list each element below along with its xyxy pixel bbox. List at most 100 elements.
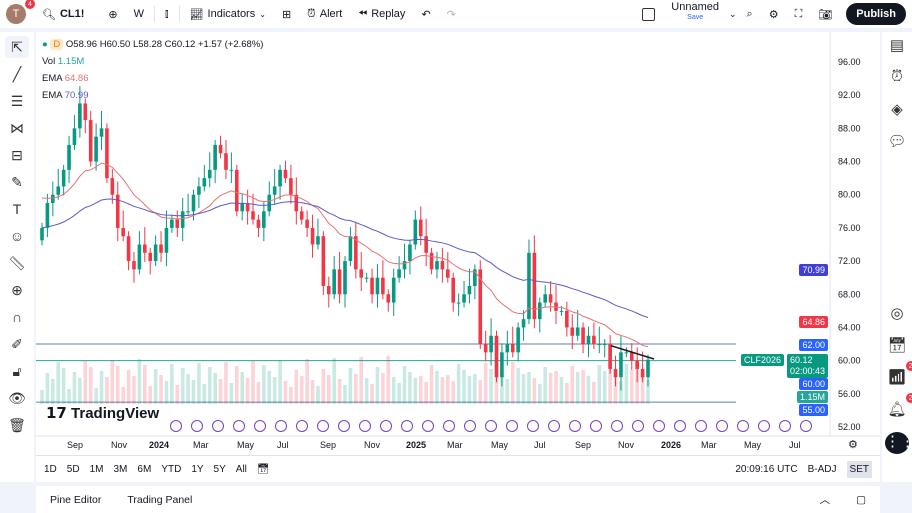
ruler-icon[interactable]: 📏︎	[8, 254, 26, 271]
range-5y[interactable]: 5Y	[213, 463, 226, 475]
alerts-clock-icon[interactable]: ⏰︎	[891, 68, 903, 85]
axis-settings-icon[interactable]: ⚙	[848, 439, 858, 451]
trading-panel-tab[interactable]: Trading Panel	[127, 493, 193, 506]
volume-bar	[516, 368, 520, 404]
bar-countdown: 02:00:43	[789, 366, 825, 376]
brush-icon[interactable]: ✎	[11, 173, 23, 190]
notification-badge: 4	[25, 0, 35, 9]
snapshot-button[interactable]: 📷︎	[818, 8, 833, 21]
volume-bar	[446, 375, 450, 404]
range-6m[interactable]: 6M	[137, 463, 152, 475]
redo-button[interactable]: ↷	[446, 8, 456, 21]
apps-icon[interactable]: ⋮⋮	[885, 432, 912, 454]
line-60-label: 60.00	[799, 378, 828, 390]
candle-body	[510, 344, 515, 353]
replay-button[interactable]: ⏪︎ Replay	[352, 2, 411, 26]
fullscreen-button[interactable]: ⛶	[794, 7, 803, 20]
earnings-marker-icon	[653, 420, 665, 432]
price-chart[interactable]: 96.00 92.00 88.00 84.00 80.00 76.00 72.00 68.00…	[36, 32, 880, 456]
volume-bar	[213, 373, 217, 404]
volume-bar	[126, 370, 131, 404]
feed-icon[interactable]: 📶︎ 2	[887, 361, 912, 390]
layers-icon[interactable]: ◈	[891, 101, 903, 118]
pattern-icon[interactable]: ⋈	[10, 119, 24, 136]
volume-bar	[635, 368, 639, 404]
adjust-button[interactable]: B-ADJ	[807, 463, 837, 475]
range-1y[interactable]: 1Y	[191, 463, 204, 475]
compare-button[interactable]: ⊕	[108, 8, 118, 21]
volume-bar	[613, 375, 618, 404]
date-range-icon[interactable]: 📅︎	[256, 463, 270, 475]
symbol-search[interactable]: 🔍︎ CL1!	[36, 2, 90, 26]
price-tick: 64.00	[838, 322, 861, 332]
undo-button[interactable]: ↶	[421, 8, 431, 21]
candle-body	[143, 244, 147, 253]
volume-bar	[67, 389, 71, 404]
chart-type-button[interactable]: ⫾	[165, 7, 169, 20]
range-ytd[interactable]: YTD	[161, 463, 182, 475]
chevron-down-icon[interactable]: ⌄	[729, 8, 737, 19]
time-tick: Mar	[701, 440, 717, 450]
alert-button[interactable]: ⏰︎ Alert	[301, 2, 348, 26]
volume-bar	[143, 365, 147, 404]
candle-body	[359, 269, 364, 278]
pine-editor-tab[interactable]: Pine Editor	[50, 493, 102, 506]
range-all[interactable]: All	[235, 463, 247, 475]
text-icon[interactable]: T	[12, 201, 22, 217]
earnings-marker-icon	[527, 420, 539, 432]
watchlist-icon[interactable]: ▤	[889, 37, 905, 54]
price-tick: 60.00	[838, 356, 861, 366]
session-button[interactable]: SET	[846, 460, 872, 478]
candle-body	[137, 244, 142, 270]
templates-button[interactable]: ⊞	[281, 8, 292, 21]
volume-bar	[494, 375, 499, 404]
layout-icon	[642, 7, 656, 21]
collapse-panel-icon[interactable]: ︿	[819, 494, 831, 506]
range-1m[interactable]: 1M	[89, 463, 104, 475]
fib-icon[interactable]: ☰	[10, 92, 24, 109]
candle-body	[386, 294, 391, 303]
cursor-icon[interactable]: ⇱	[5, 36, 29, 58]
maximize-panel-icon[interactable]: ▢	[856, 493, 866, 506]
notifications-icon[interactable]: 🔔︎ 2	[887, 393, 912, 422]
candle-body	[213, 144, 217, 170]
volume-bar	[543, 367, 547, 404]
lock-icon[interactable]: 🔓︎	[12, 362, 22, 379]
candle-body	[391, 277, 396, 303]
calendar-icon[interactable]: 📅︎	[887, 337, 907, 354]
interval-button[interactable]: W	[133, 8, 145, 20]
layout-menu[interactable]: Unnamed Save	[665, 2, 725, 26]
settings-button[interactable]: ⚙	[768, 8, 779, 21]
candle-body	[126, 236, 131, 262]
candle-body	[451, 277, 456, 303]
chart-area[interactable]: ● D O58.96 H60.50 L58.28 C60.12 +1.57 (+…	[36, 32, 880, 482]
range-5d[interactable]: 5D	[66, 463, 80, 475]
lock-drawing-icon[interactable]: ✐	[11, 335, 23, 352]
trash-icon[interactable]: 🗑︎	[8, 416, 26, 433]
range-3m[interactable]: 3M	[113, 463, 128, 475]
chat-icon[interactable]: 💬︎	[887, 133, 907, 150]
publish-button[interactable]: Publish	[846, 3, 906, 25]
range-1d[interactable]: 1D	[44, 463, 57, 475]
candle-body	[110, 178, 115, 195]
time-tick: 2026	[661, 440, 682, 450]
earnings-marker-icon	[254, 420, 266, 432]
zoom-in-icon[interactable]: ⊕	[11, 281, 23, 298]
emoji-icon[interactable]: ☺	[9, 228, 25, 244]
clock[interactable]: 20:09:16 UTC	[735, 463, 798, 475]
projection-icon[interactable]: ⊟	[11, 146, 23, 163]
candle-body	[402, 261, 407, 270]
volume-bar	[548, 373, 553, 404]
trendline-icon[interactable]: ╱	[12, 65, 22, 82]
magnet-icon[interactable]: ∩	[11, 309, 23, 325]
indicators-button[interactable]: 📈︎ Indicators ⌄	[184, 2, 272, 26]
quick-search-button[interactable]: ⌕	[746, 7, 753, 20]
layout-checkbox[interactable]	[636, 2, 661, 26]
time-axis[interactable]: Sep Nov 2024 Mar May Jul Sep Nov 2025 Mar May Jul Se…	[36, 436, 836, 456]
candle-body	[262, 211, 266, 228]
divider	[154, 6, 156, 22]
target-icon[interactable]: ◎	[890, 305, 904, 322]
eye-icon[interactable]: 👁︎	[8, 389, 26, 406]
volume-bar	[40, 390, 44, 404]
